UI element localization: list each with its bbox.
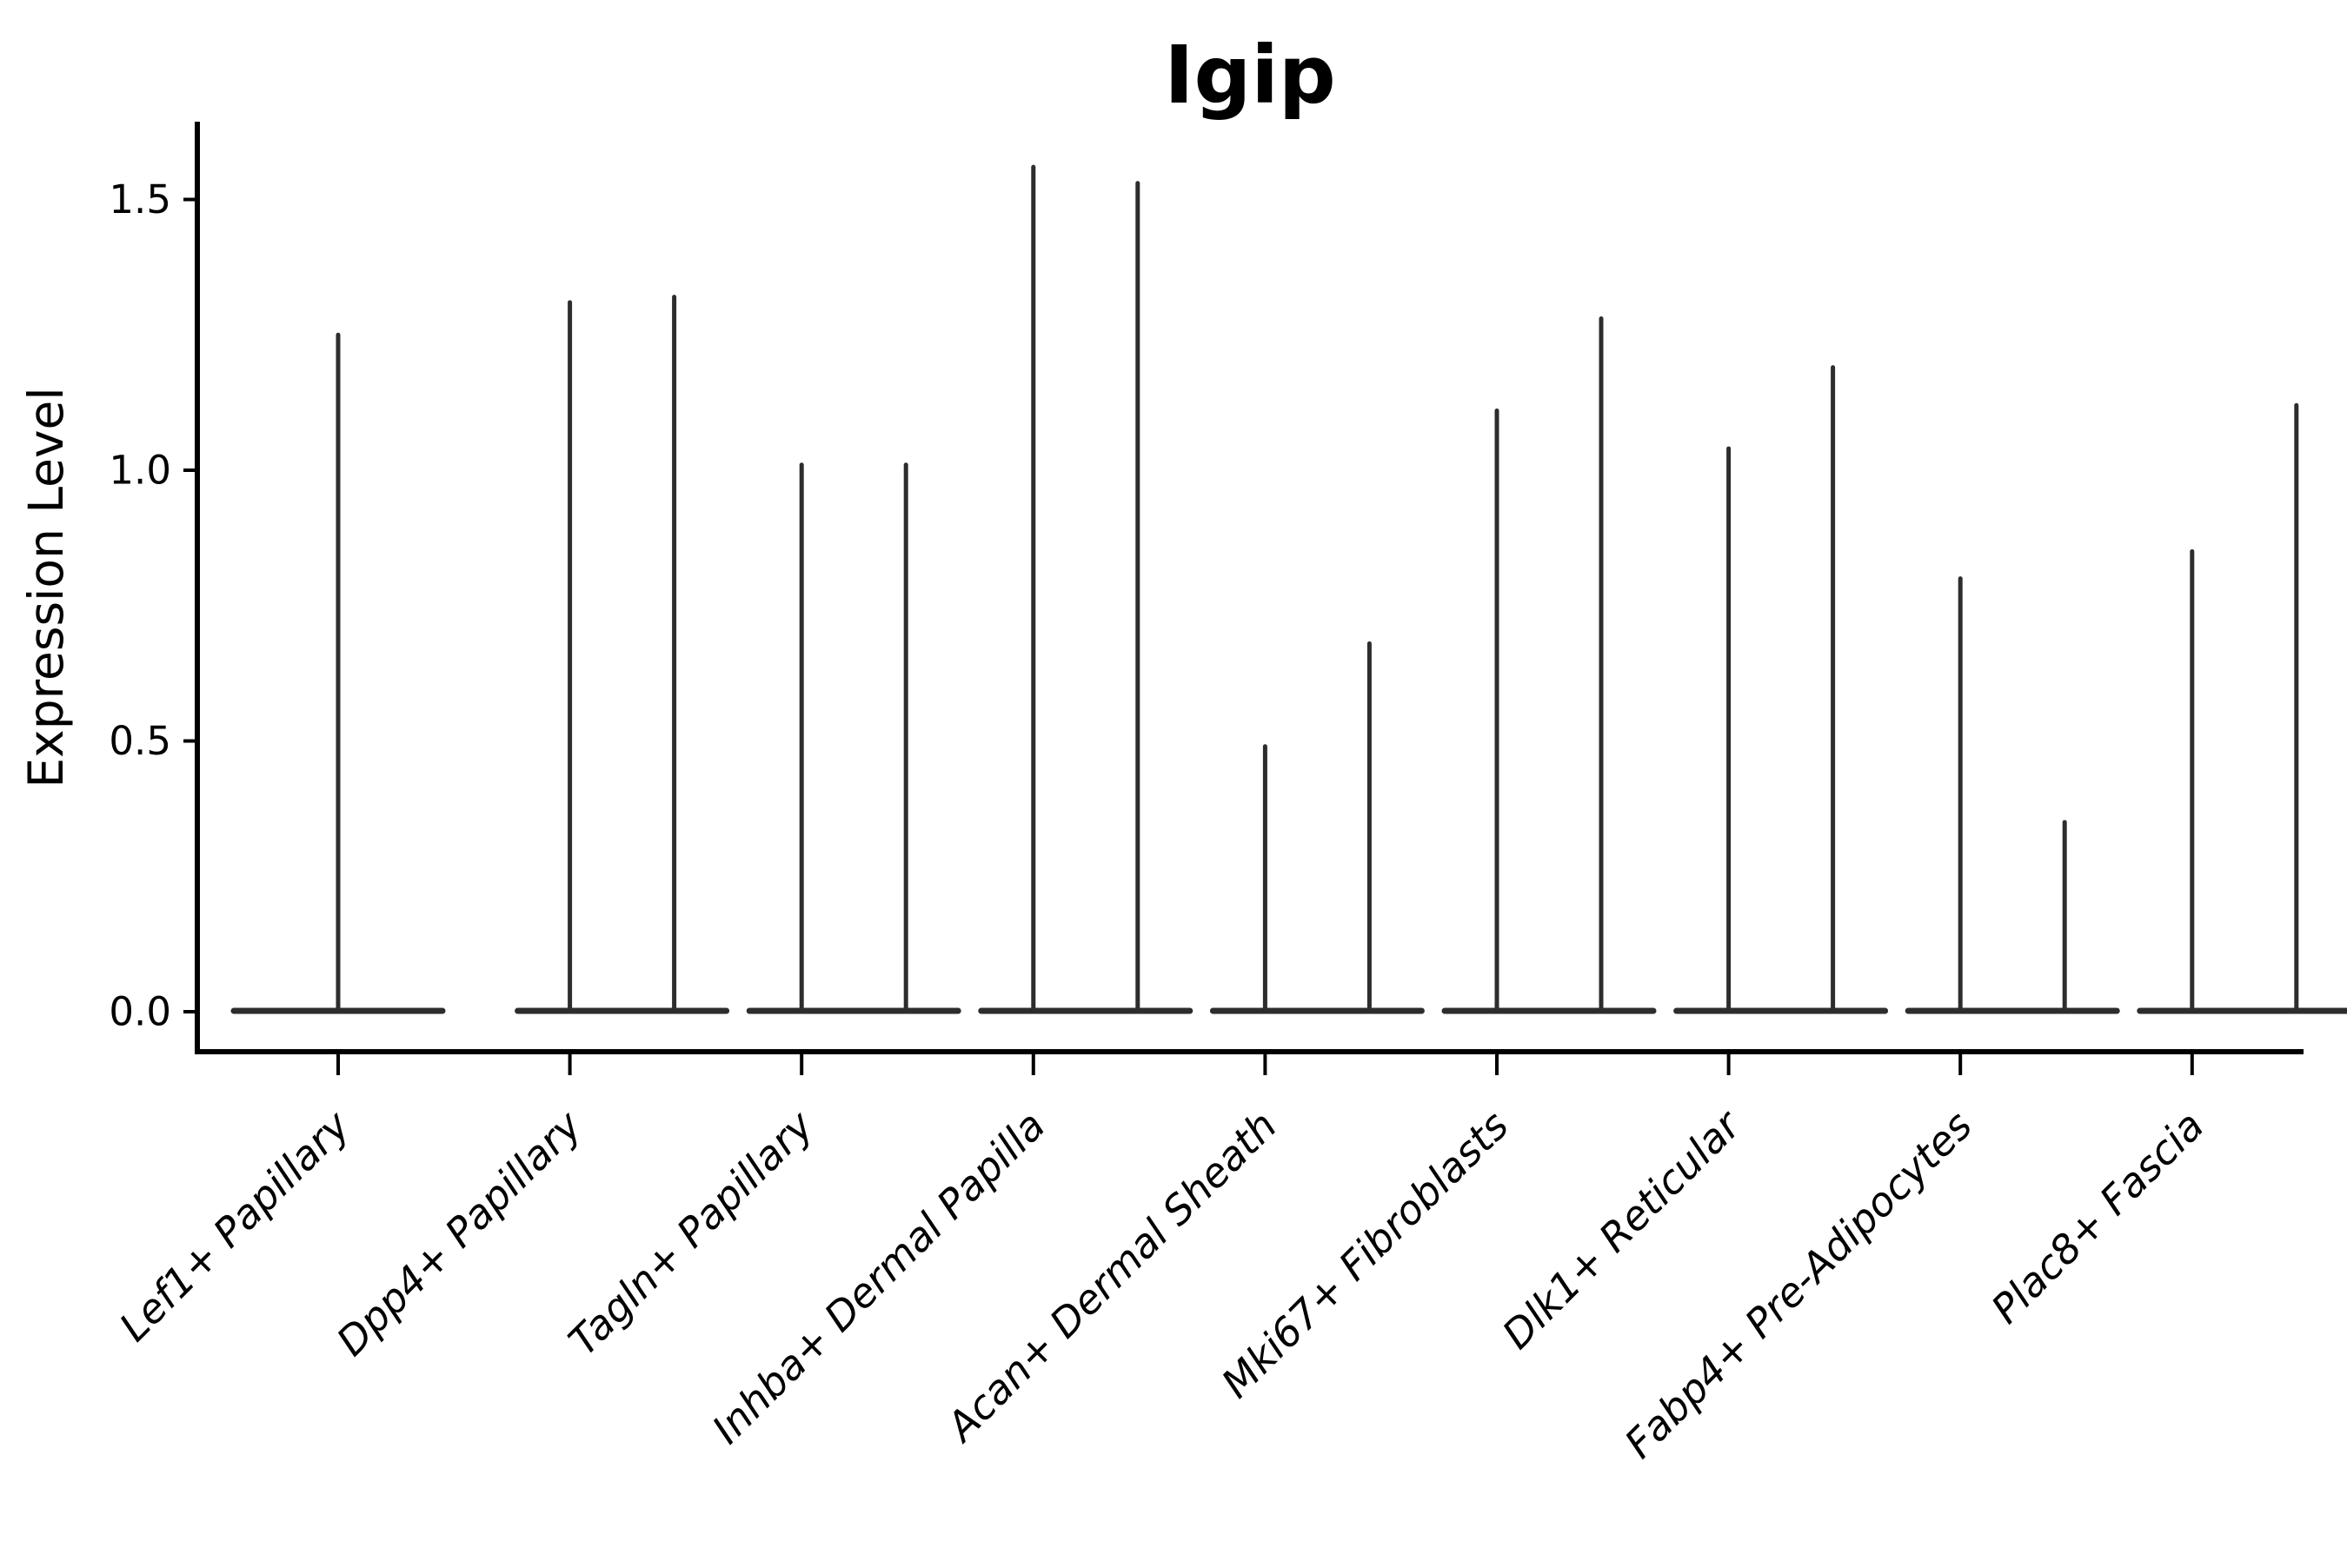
violin-category [1209, 641, 1425, 1014]
y-tick-label: 1.0 [109, 448, 171, 494]
violin-category [515, 295, 730, 1014]
chart-title: Igip [1164, 29, 1335, 122]
y-tick-group: 0.0 0.5 1.0 1.5 [109, 176, 196, 1035]
violin-category [2137, 402, 2347, 1014]
x-tick-label: Plac8+ Fascia [1982, 1102, 2212, 1332]
violin-category [1905, 576, 2120, 1014]
x-tick-label: Dlk1+ Reticular [1493, 1100, 1752, 1358]
violins-group [230, 164, 2347, 1014]
y-axis-label: Expression Level [18, 387, 74, 787]
y-tick-label: 1.5 [109, 176, 171, 223]
x-tick-label: Lef1+ Papillary [110, 1101, 359, 1350]
x-tick-label: Dpp4+ Papillary [328, 1101, 591, 1365]
violin-category [746, 462, 961, 1014]
violin-category [230, 332, 446, 1014]
violin-category [1673, 365, 1889, 1014]
x-tick-label: Tagln+ Papillary [560, 1101, 823, 1365]
axes [195, 122, 2304, 1054]
y-tick-label: 0.0 [109, 989, 171, 1035]
violin-category [1441, 316, 1657, 1014]
y-tick-label: 0.5 [109, 718, 171, 764]
violin-category [978, 164, 1193, 1014]
